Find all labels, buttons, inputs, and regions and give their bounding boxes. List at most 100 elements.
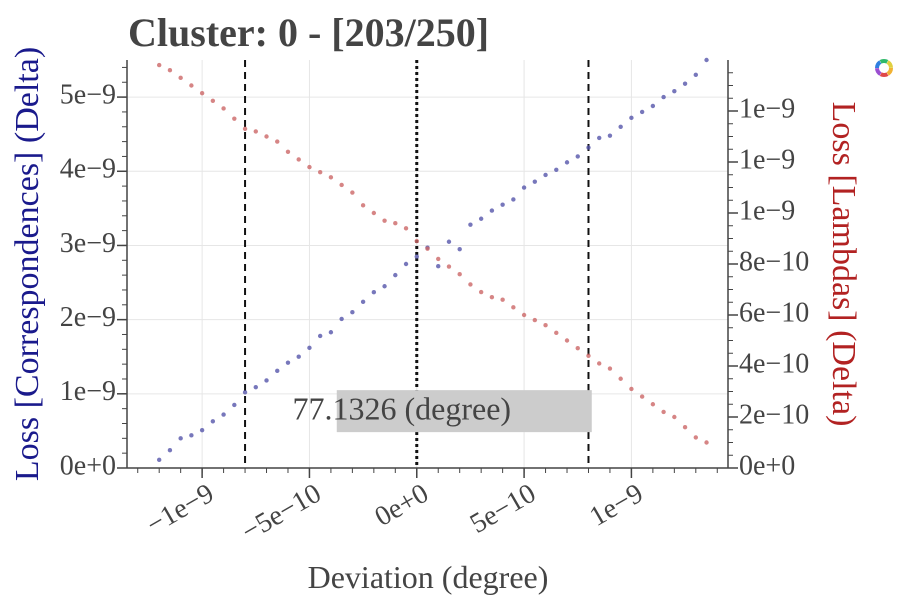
series-right-point-35 <box>532 317 538 323</box>
series-right-point-34 <box>521 312 527 318</box>
series-left-point-18 <box>350 310 355 315</box>
series-right-point-30 <box>478 289 484 295</box>
series-right-point-26 <box>436 256 441 262</box>
y-left-tick-label-0: 0e+0 <box>60 450 116 481</box>
series-left-point-0 <box>156 457 162 463</box>
y-axis-label-left: Loss [Correspondences] (Delta) <box>9 47 46 481</box>
y-axis-label-right: Loss [Lambdas] (Delta) <box>825 102 862 427</box>
series-right-point-45 <box>639 394 645 399</box>
series-right-point-11 <box>275 139 280 144</box>
series-right-point-15 <box>317 170 323 175</box>
series-left-point-35 <box>532 179 538 184</box>
series-left-point-14 <box>307 345 312 351</box>
series-right-point-39 <box>575 345 580 351</box>
series-right-point-22 <box>393 221 398 226</box>
series-left-point-11 <box>275 368 280 374</box>
series-right-point-9 <box>253 129 258 134</box>
series-left-point-1 <box>167 447 173 453</box>
series-right-point-6 <box>221 106 226 111</box>
series-right-point-32 <box>500 297 505 302</box>
series-left-point-28 <box>457 246 462 252</box>
series-right-point-42 <box>607 366 613 371</box>
series-right-point-29 <box>468 282 473 287</box>
series-right-point-50 <box>693 435 699 440</box>
y-left-tick-label-2: 2e−9 <box>60 302 116 333</box>
series-left-point-4 <box>199 427 205 433</box>
series-right-point-13 <box>296 157 301 162</box>
y-right-tick-label-2: 4e−10 <box>739 348 809 379</box>
y-left-tick-label-3: 3e−9 <box>60 228 116 259</box>
series-right-point-7 <box>232 116 237 121</box>
series-left-point-42 <box>607 133 613 138</box>
y-right-tick-label-7: 1e−9 <box>739 93 795 124</box>
series-left-point-33 <box>511 197 516 202</box>
series-right-point-24 <box>414 238 419 244</box>
series-left-point-3 <box>189 433 194 438</box>
series-left-point-8 <box>242 390 248 395</box>
series-right-point-36 <box>543 323 548 328</box>
series-left-point-7 <box>232 402 237 408</box>
series-left-point-24 <box>414 254 419 259</box>
series-left-point-16 <box>328 330 334 335</box>
y-right-tick-label-3: 6e−10 <box>739 297 809 328</box>
series-right-point-46 <box>650 402 656 407</box>
series-left-point-44 <box>629 115 634 121</box>
series-left-point-50 <box>693 72 699 78</box>
series-left-point-13 <box>296 354 301 359</box>
x-axis-label: Deviation (degree) <box>308 559 549 595</box>
series-right-point-41 <box>597 361 602 366</box>
chart-title: Cluster: 0 - [203/250] <box>128 10 489 55</box>
series-left-point-9 <box>253 384 258 390</box>
series-right-point-14 <box>307 164 312 170</box>
series-left-point-22 <box>393 272 398 278</box>
series-left-point-41 <box>597 135 602 141</box>
series-left-point-5 <box>210 419 216 424</box>
series-right-point-33 <box>511 305 516 310</box>
series-left-point-23 <box>403 261 409 267</box>
series-left-point-21 <box>382 284 387 289</box>
y-left-tick-label-4: 4e−9 <box>60 154 116 185</box>
series-right-point-49 <box>682 425 688 430</box>
series-left-point-29 <box>468 222 473 227</box>
series-right-point-0 <box>156 62 162 68</box>
y-left-tick-label-5: 5e−9 <box>60 80 116 111</box>
series-right-point-8 <box>242 126 248 132</box>
annotation-background <box>336 390 592 433</box>
series-right-point-1 <box>167 68 173 73</box>
series-left-point-15 <box>317 333 323 339</box>
series-right-point-44 <box>629 386 634 392</box>
series-left-point-34 <box>521 185 527 190</box>
series-right-point-23 <box>403 226 409 231</box>
series-right-point-38 <box>564 338 570 343</box>
series-left-point-31 <box>489 208 495 213</box>
axes <box>117 60 738 478</box>
series-right-point-3 <box>189 83 194 88</box>
series-right-point-28 <box>457 272 462 277</box>
series-left-point-46 <box>650 103 656 109</box>
series-right-point-40 <box>586 353 591 358</box>
series-right-point-2 <box>178 75 183 81</box>
series-left-point-40 <box>586 145 591 150</box>
series-right-point-20 <box>371 210 377 216</box>
series-right-point-18 <box>350 190 355 195</box>
series-right-point-37 <box>554 330 559 336</box>
series-right-point-25 <box>425 246 430 251</box>
series-right-point-51 <box>704 440 709 445</box>
series-left-point-39 <box>575 154 580 159</box>
series-left-point-10 <box>264 378 269 383</box>
series-right-point-17 <box>339 182 344 188</box>
y-right-tick-label-4: 8e−10 <box>739 246 809 277</box>
series-left-point-26 <box>436 264 441 269</box>
series-left-point-38 <box>564 160 570 165</box>
series-left-point-48 <box>672 88 677 94</box>
series-left-point-45 <box>639 109 645 115</box>
y-right-tick-label-5: 1e−9 <box>739 195 795 226</box>
series-right-point-10 <box>264 134 269 139</box>
series-left-point-6 <box>221 412 226 417</box>
series-right-point-5 <box>210 98 216 104</box>
series-right-point-47 <box>661 409 666 415</box>
series-right-point-16 <box>328 175 334 180</box>
series-right-point-19 <box>360 203 366 208</box>
series-left-point-19 <box>360 299 366 305</box>
